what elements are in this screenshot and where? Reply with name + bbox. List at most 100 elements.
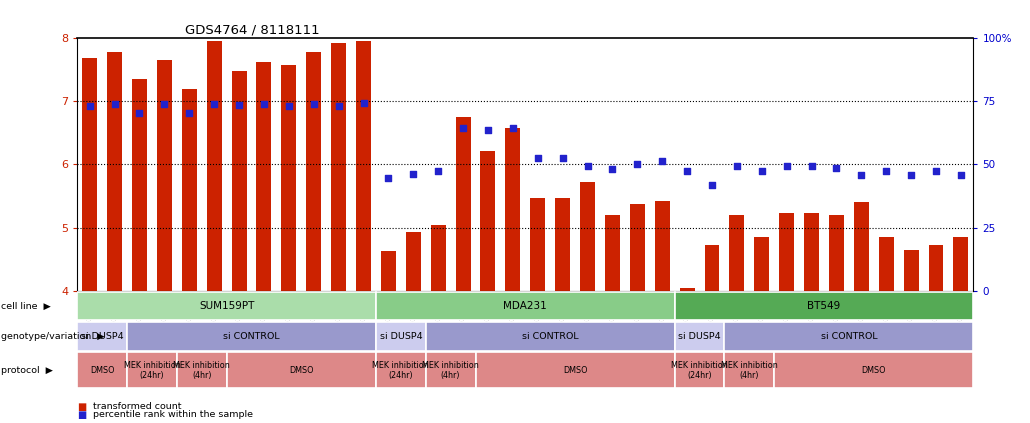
- Bar: [954, 236, 968, 291]
- Bar: [455, 117, 471, 291]
- Text: ■: ■: [77, 409, 87, 420]
- Text: MEK inhibition
(4hr): MEK inhibition (4hr): [173, 361, 230, 380]
- Text: si DUSP4: si DUSP4: [379, 332, 422, 341]
- Text: si DUSP4: si DUSP4: [80, 332, 124, 341]
- Bar: [879, 236, 894, 291]
- FancyBboxPatch shape: [775, 352, 973, 388]
- Text: cell line  ▶: cell line ▶: [1, 302, 50, 310]
- FancyBboxPatch shape: [476, 352, 675, 388]
- Bar: [381, 251, 396, 291]
- Bar: [207, 41, 221, 291]
- Point: [779, 163, 795, 170]
- Text: MEK inhibition
(24hr): MEK inhibition (24hr): [373, 361, 430, 380]
- Bar: [929, 245, 943, 291]
- Point: [828, 164, 845, 171]
- Bar: [580, 182, 595, 291]
- Point: [81, 102, 98, 109]
- Text: transformed count: transformed count: [93, 402, 181, 412]
- Point: [231, 102, 247, 108]
- FancyBboxPatch shape: [177, 352, 227, 388]
- FancyBboxPatch shape: [127, 322, 376, 351]
- FancyBboxPatch shape: [724, 352, 775, 388]
- FancyBboxPatch shape: [127, 352, 177, 388]
- Point: [106, 101, 123, 108]
- Point: [430, 168, 446, 174]
- Point: [355, 100, 372, 107]
- Text: DMSO: DMSO: [289, 366, 313, 375]
- FancyBboxPatch shape: [77, 352, 127, 388]
- FancyBboxPatch shape: [724, 322, 973, 351]
- Text: DMSO: DMSO: [562, 366, 587, 375]
- Point: [853, 172, 869, 179]
- Point: [280, 102, 297, 109]
- Point: [306, 101, 322, 108]
- Bar: [680, 288, 694, 291]
- Bar: [82, 58, 97, 291]
- Point: [405, 170, 421, 177]
- Bar: [431, 225, 446, 291]
- Text: MEK inhibition
(4hr): MEK inhibition (4hr): [422, 361, 479, 380]
- FancyBboxPatch shape: [675, 322, 724, 351]
- Point: [157, 101, 173, 108]
- Point: [255, 101, 272, 108]
- Point: [928, 168, 945, 174]
- FancyBboxPatch shape: [425, 352, 476, 388]
- Bar: [506, 129, 520, 291]
- Point: [703, 182, 720, 189]
- Point: [728, 163, 745, 170]
- Point: [455, 125, 472, 132]
- Bar: [480, 151, 495, 291]
- Bar: [754, 236, 769, 291]
- Point: [605, 165, 621, 172]
- Text: si DUSP4: si DUSP4: [678, 332, 721, 341]
- Bar: [157, 60, 172, 291]
- Point: [754, 168, 770, 174]
- Point: [903, 172, 920, 179]
- FancyBboxPatch shape: [77, 322, 127, 351]
- Text: si CONTROL: si CONTROL: [224, 332, 280, 341]
- Point: [679, 168, 695, 174]
- Bar: [605, 215, 620, 291]
- Bar: [406, 232, 420, 291]
- Text: percentile rank within the sample: percentile rank within the sample: [93, 410, 252, 419]
- FancyBboxPatch shape: [376, 292, 675, 320]
- Point: [331, 102, 347, 109]
- FancyBboxPatch shape: [227, 352, 376, 388]
- Bar: [779, 212, 794, 291]
- Bar: [854, 203, 868, 291]
- Bar: [629, 204, 645, 291]
- Point: [878, 168, 894, 174]
- Text: si CONTROL: si CONTROL: [522, 332, 579, 341]
- Bar: [530, 198, 545, 291]
- FancyBboxPatch shape: [675, 352, 724, 388]
- Text: si CONTROL: si CONTROL: [821, 332, 878, 341]
- FancyBboxPatch shape: [425, 322, 675, 351]
- Bar: [804, 212, 819, 291]
- Text: MEK inhibition
(24hr): MEK inhibition (24hr): [672, 361, 728, 380]
- Text: DMSO: DMSO: [90, 366, 114, 375]
- Bar: [132, 79, 147, 291]
- Bar: [705, 245, 719, 291]
- Text: BT549: BT549: [808, 301, 840, 311]
- Text: MDA231: MDA231: [504, 301, 547, 311]
- Bar: [829, 215, 844, 291]
- FancyBboxPatch shape: [376, 352, 425, 388]
- Point: [380, 175, 397, 182]
- Bar: [107, 52, 122, 291]
- Bar: [729, 215, 745, 291]
- Bar: [181, 89, 197, 291]
- Point: [529, 155, 546, 162]
- FancyBboxPatch shape: [77, 292, 376, 320]
- Point: [629, 161, 646, 168]
- Text: ■: ■: [77, 402, 87, 412]
- Bar: [903, 250, 919, 291]
- Text: SUM159PT: SUM159PT: [199, 301, 254, 311]
- Point: [181, 109, 198, 116]
- Text: DMSO: DMSO: [861, 366, 886, 375]
- Point: [554, 155, 571, 162]
- Bar: [256, 62, 271, 291]
- Text: protocol  ▶: protocol ▶: [1, 366, 53, 375]
- Bar: [555, 198, 570, 291]
- Text: GDS4764 / 8118111: GDS4764 / 8118111: [184, 24, 319, 37]
- Point: [654, 158, 671, 165]
